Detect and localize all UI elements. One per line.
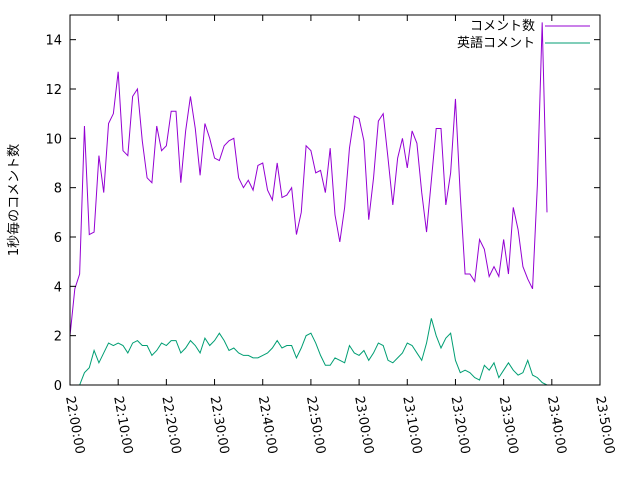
x-tick-label: 23:50:00 [592, 395, 617, 455]
x-tick-label: 22:10:00 [110, 395, 135, 455]
y-tick-label: 8 [54, 182, 62, 197]
series-line-2 [70, 318, 548, 386]
x-tick-label: 23:20:00 [448, 395, 473, 455]
series-line-1 [69, 22, 548, 336]
y-tick-label: 6 [54, 231, 62, 246]
x-tick-label: 22:00:00 [62, 395, 87, 455]
y-axis-title: 1秒毎のコメント数 [6, 144, 22, 256]
y-tick-label: 10 [45, 132, 62, 147]
x-tick-label: 22:30:00 [207, 395, 232, 455]
y-tick-label: 0 [54, 379, 62, 394]
legend-label-2: 英語コメント [457, 35, 535, 51]
x-tick-label: 22:40:00 [255, 395, 280, 455]
y-tick-label: 12 [45, 83, 62, 98]
x-tick-label: 23:40:00 [544, 395, 569, 455]
x-tick-label: 22:50:00 [303, 395, 328, 455]
y-tick-label: 14 [45, 34, 62, 49]
plot-frame [69, 14, 601, 386]
y-tick-label: 4 [54, 280, 62, 295]
x-tick-label: 23:10:00 [399, 395, 424, 455]
x-tick-label: 22:20:00 [158, 395, 183, 455]
y-tick-label: 2 [54, 330, 62, 345]
legend-label-1: コメント数 [470, 19, 535, 34]
x-tick-label: 23:30:00 [496, 395, 521, 455]
x-tick-label: 23:00:00 [351, 395, 376, 455]
